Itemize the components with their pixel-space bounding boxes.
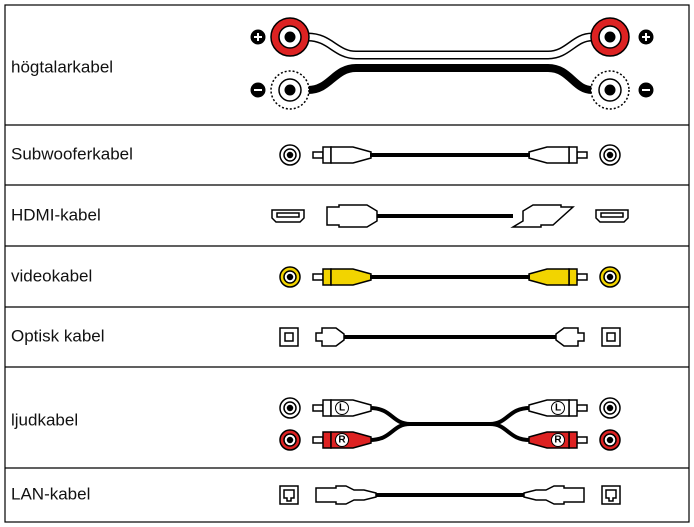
- shape: [279, 144, 301, 166]
- shape: [528, 146, 588, 164]
- lan-cable: [279, 485, 621, 505]
- shape: [270, 17, 310, 57]
- row-label: ljudkabel: [11, 410, 78, 429]
- shape: [279, 397, 301, 419]
- audio-cable: L L R R: [279, 397, 621, 451]
- optical-cable: [279, 327, 621, 347]
- connector-label: R: [338, 435, 346, 446]
- table-lines: [4, 4, 690, 523]
- shape: [284, 84, 296, 96]
- row-label: Subwooferkabel: [11, 144, 133, 163]
- shape: [254, 33, 262, 41]
- connector-label: R: [554, 435, 562, 446]
- shape: [599, 429, 621, 451]
- row-label: högtalarkabel: [11, 57, 113, 76]
- shape: [523, 485, 585, 505]
- shape: [326, 204, 378, 228]
- shape: [599, 266, 621, 288]
- shape: [604, 84, 616, 96]
- shape: [307, 34, 593, 58]
- shape: [599, 397, 621, 419]
- shape: [551, 433, 565, 447]
- hdmi-cable: [271, 204, 629, 228]
- shape: [315, 327, 345, 347]
- shape: [604, 31, 616, 43]
- shape: [284, 31, 296, 43]
- video-cable: [279, 266, 621, 288]
- shape: [283, 489, 295, 502]
- shape: [600, 212, 624, 218]
- shape: [510, 204, 575, 228]
- row-label: LAN-kabel: [11, 484, 90, 503]
- shape: [335, 433, 349, 447]
- shape: [642, 33, 650, 41]
- shape: [312, 268, 372, 286]
- connector-label: L: [555, 403, 561, 414]
- shape: [276, 212, 300, 218]
- shape: [590, 70, 630, 110]
- shape: [528, 268, 588, 286]
- shape: [599, 144, 621, 166]
- shape: [605, 489, 617, 502]
- connector-label: L: [339, 403, 345, 414]
- shape: [270, 70, 310, 110]
- shape: [369, 406, 531, 442]
- shape: [307, 64, 593, 94]
- shape: [555, 327, 585, 347]
- row-label: videokabel: [11, 266, 92, 285]
- row-label: Optisk kabel: [11, 326, 105, 345]
- subwoofer-cable: [279, 144, 621, 166]
- shape: [590, 17, 630, 57]
- row-label: HDMI-kabel: [11, 205, 101, 224]
- shape: [312, 146, 372, 164]
- shape: [335, 401, 349, 415]
- speaker-cable: [250, 17, 654, 110]
- shape: [279, 429, 301, 451]
- shape: [4, 4, 690, 523]
- shape: [315, 485, 377, 505]
- shape: [551, 401, 565, 415]
- shape: [284, 332, 294, 342]
- shape: [279, 266, 301, 288]
- shape: [606, 332, 616, 342]
